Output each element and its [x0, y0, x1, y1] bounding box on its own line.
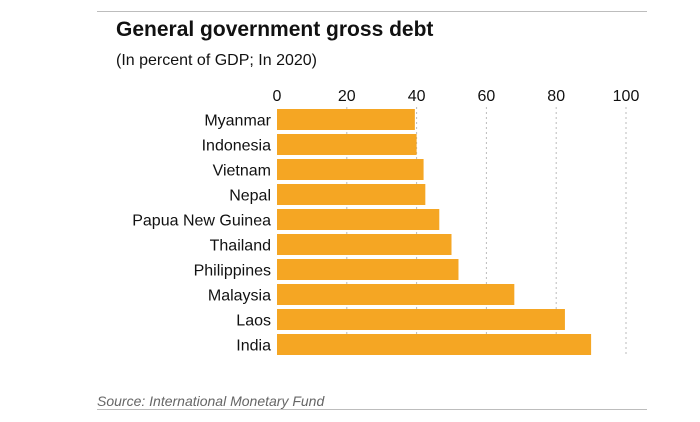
bottom-rule	[97, 409, 647, 410]
bar-philippines	[277, 259, 459, 280]
category-label: Nepal	[229, 188, 271, 205]
category-label: Laos	[236, 313, 271, 330]
bar-malaysia	[277, 284, 515, 305]
category-label: Thailand	[210, 238, 271, 255]
category-label: Vietnam	[213, 163, 271, 180]
x-tick-label: 60	[478, 88, 496, 105]
category-label: Myanmar	[204, 113, 271, 130]
bar-laos	[277, 309, 565, 330]
category-label: Papua New Guinea	[132, 213, 271, 230]
bar-india	[277, 334, 592, 355]
chart-subtitle: (In percent of GDP; In 2020)	[116, 52, 317, 69]
bar-vietnam	[277, 159, 424, 180]
x-tick-label: 40	[408, 88, 426, 105]
chart-source: Source: International Monetary Fund	[97, 393, 325, 409]
category-label: Malaysia	[208, 288, 271, 305]
bar-myanmar	[277, 109, 415, 130]
x-tick-label: 100	[613, 88, 640, 105]
top-rule	[97, 11, 647, 12]
category-label: Philippines	[194, 263, 271, 280]
category-label: India	[236, 338, 271, 355]
x-tick-label: 20	[338, 88, 356, 105]
x-tick-label: 0	[273, 88, 282, 105]
bar-thailand	[277, 234, 452, 255]
chart-title: General government gross debt	[116, 18, 434, 41]
bar-papua-new-guinea	[277, 209, 440, 230]
bar-indonesia	[277, 134, 417, 155]
category-label: Indonesia	[202, 138, 271, 155]
bar-nepal	[277, 184, 426, 205]
x-tick-label: 80	[547, 88, 565, 105]
